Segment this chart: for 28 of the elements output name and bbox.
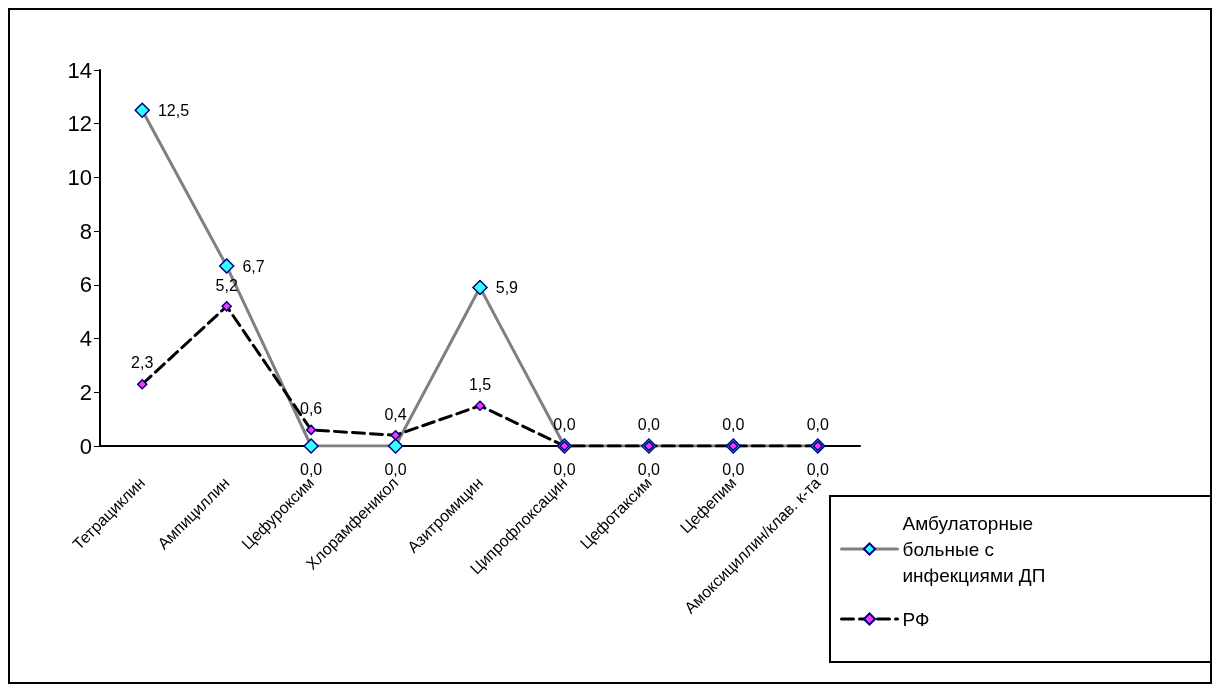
data-label: 0,0 xyxy=(299,461,323,479)
y-tick-label: 0 xyxy=(79,433,92,459)
data-label: 5,9 xyxy=(495,279,519,297)
data-label: 0,0 xyxy=(553,461,576,479)
y-tick-label: 12 xyxy=(67,111,92,137)
data-label: 0,0 xyxy=(722,461,745,479)
data-label: 0,0 xyxy=(806,416,829,434)
data-label: 0,0 xyxy=(553,416,576,434)
y-tick-label: 4 xyxy=(79,326,92,352)
data-label: 12,5 xyxy=(157,101,190,119)
data-label: 6,7 xyxy=(242,257,265,275)
data-label: 0,0 xyxy=(637,461,661,479)
data-label: 1,5 xyxy=(468,375,492,393)
data-label: 0,0 xyxy=(806,461,829,479)
data-label: 5,2 xyxy=(215,276,238,294)
data-label: 0,0 xyxy=(637,416,661,434)
y-tick-label: 14 xyxy=(67,57,92,83)
legend-label: Амбулаторные больные с инфекциями ДП xyxy=(902,512,1046,586)
legend-label: РФ xyxy=(902,608,930,630)
y-tick-label: 10 xyxy=(67,164,92,190)
y-tick-label: 8 xyxy=(79,218,92,244)
data-label: 2,3 xyxy=(131,354,154,372)
y-tick-label: 2 xyxy=(79,379,92,405)
data-label: 0,6 xyxy=(299,400,323,418)
data-label: 0,4 xyxy=(384,405,407,423)
y-tick-label: 6 xyxy=(79,272,92,298)
data-label: 0,0 xyxy=(384,461,407,479)
data-label: 0,0 xyxy=(722,416,745,434)
